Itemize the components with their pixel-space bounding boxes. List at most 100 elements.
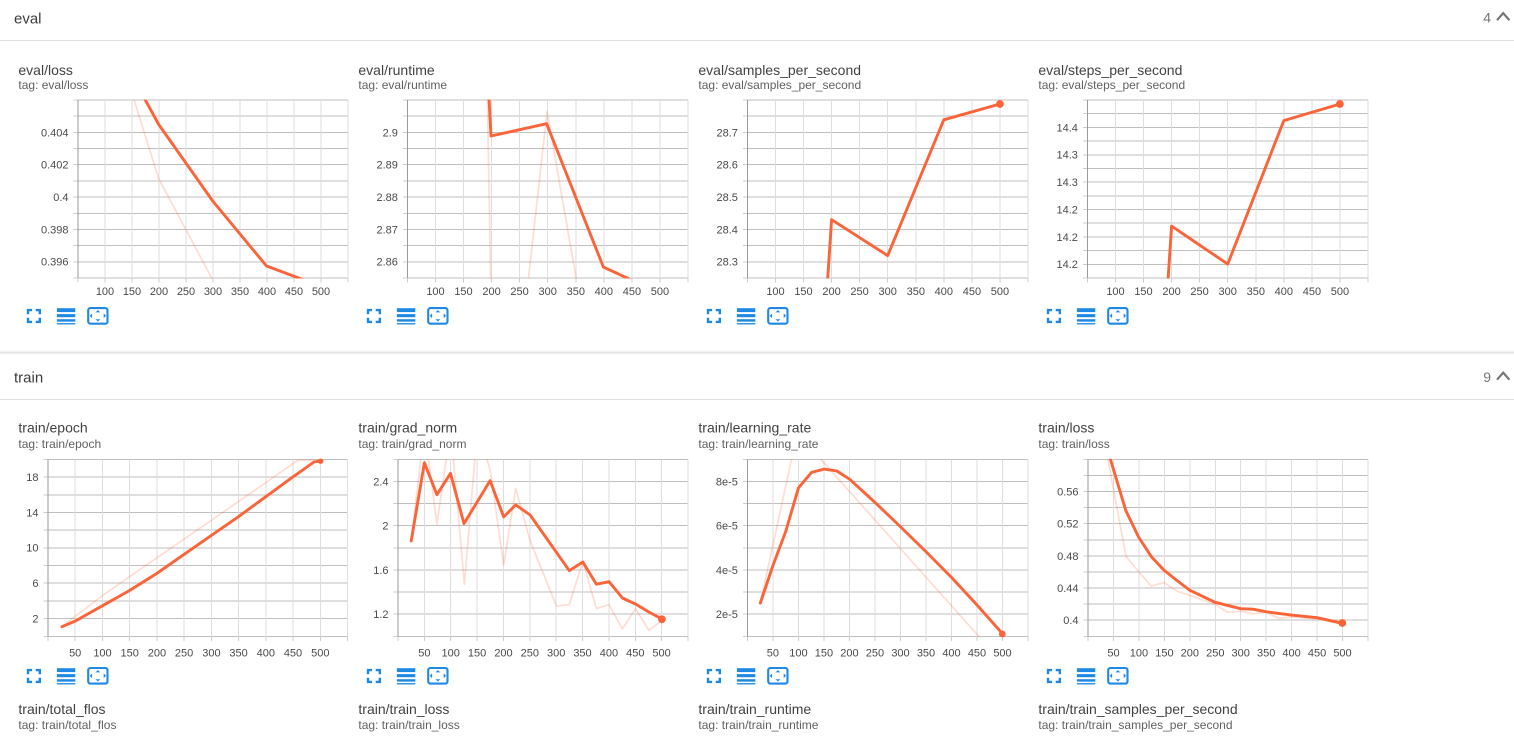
svg-text:2.87: 2.87 [376, 224, 397, 236]
svg-text:tag: eval/steps_per_second: tag: eval/steps_per_second [1038, 78, 1185, 92]
svg-text:train/learning_rate: train/learning_rate [698, 420, 811, 436]
svg-text:250: 250 [866, 647, 884, 659]
svg-text:100: 100 [442, 647, 460, 659]
svg-text:450: 450 [285, 286, 303, 298]
svg-text:28.5: 28.5 [716, 192, 737, 204]
svg-text:6: 6 [32, 578, 38, 590]
svg-text:150: 150 [454, 286, 472, 298]
svg-text:14.2: 14.2 [1056, 259, 1077, 271]
svg-text:train/train_samples_per_second: train/train_samples_per_second [1038, 701, 1237, 717]
svg-text:300: 300 [539, 286, 557, 298]
svg-text:350: 350 [231, 286, 249, 298]
svg-text:400: 400 [942, 647, 960, 659]
svg-text:tag: eval/samples_per_second: tag: eval/samples_per_second [698, 78, 861, 92]
svg-text:150: 150 [815, 647, 833, 659]
svg-text:200: 200 [1181, 647, 1199, 659]
svg-text:350: 350 [229, 647, 247, 659]
svg-text:18: 18 [26, 472, 38, 484]
svg-text:1.2: 1.2 [373, 609, 388, 621]
svg-text:400: 400 [257, 647, 275, 659]
svg-text:0.402: 0.402 [41, 160, 69, 172]
svg-text:100: 100 [1106, 286, 1124, 298]
svg-text:tag: train/learning_rate: tag: train/learning_rate [698, 437, 818, 451]
svg-text:150: 150 [121, 647, 139, 659]
svg-text:450: 450 [284, 647, 302, 659]
svg-text:350: 350 [573, 647, 591, 659]
svg-text:450: 450 [623, 286, 641, 298]
svg-text:250: 250 [510, 286, 528, 298]
svg-text:450: 450 [1308, 647, 1326, 659]
svg-text:250: 250 [1190, 286, 1208, 298]
svg-text:14.2: 14.2 [1056, 232, 1077, 244]
svg-text:2.88: 2.88 [376, 192, 397, 204]
svg-text:tag: train/train_samples_per_s: tag: train/train_samples_per_second [1038, 718, 1232, 732]
svg-text:450: 450 [626, 647, 644, 659]
svg-text:350: 350 [907, 286, 925, 298]
svg-text:200: 200 [840, 647, 858, 659]
svg-text:6e-5: 6e-5 [716, 521, 738, 533]
svg-text:500: 500 [651, 286, 669, 298]
svg-text:0.56: 0.56 [1057, 487, 1078, 499]
svg-text:500: 500 [991, 286, 1009, 298]
svg-text:250: 250 [1206, 647, 1224, 659]
svg-text:eval/steps_per_second: eval/steps_per_second [1038, 62, 1182, 78]
svg-text:train/epoch: train/epoch [18, 420, 87, 436]
svg-text:tag: train/total_flos: tag: train/total_flos [18, 718, 116, 732]
svg-text:4: 4 [1483, 10, 1491, 26]
svg-text:0.396: 0.396 [41, 257, 69, 269]
svg-text:400: 400 [935, 286, 953, 298]
svg-text:100: 100 [789, 647, 807, 659]
svg-text:tag: train/loss: tag: train/loss [1038, 437, 1109, 451]
svg-text:tag: train/train_loss: tag: train/train_loss [358, 718, 459, 732]
svg-text:300: 300 [547, 647, 565, 659]
svg-text:train/train_loss: train/train_loss [358, 701, 449, 717]
svg-text:450: 450 [1303, 286, 1321, 298]
svg-text:2.89: 2.89 [376, 160, 397, 172]
svg-text:8e-5: 8e-5 [716, 476, 738, 488]
svg-text:4e-5: 4e-5 [716, 565, 738, 577]
svg-text:350: 350 [1257, 647, 1275, 659]
svg-text:train/grad_norm: train/grad_norm [358, 420, 457, 436]
svg-text:50: 50 [1107, 647, 1119, 659]
svg-text:500: 500 [1331, 286, 1349, 298]
svg-text:28.4: 28.4 [716, 224, 737, 236]
svg-text:eval/samples_per_second: eval/samples_per_second [698, 62, 861, 78]
svg-text:2.9: 2.9 [383, 127, 398, 139]
svg-text:14.2: 14.2 [1056, 204, 1077, 216]
svg-text:150: 150 [794, 286, 812, 298]
svg-text:0.4: 0.4 [53, 192, 68, 204]
svg-text:400: 400 [595, 286, 613, 298]
svg-text:100: 100 [426, 286, 444, 298]
svg-text:300: 300 [891, 647, 909, 659]
svg-text:100: 100 [96, 286, 114, 298]
svg-text:0.398: 0.398 [41, 224, 69, 236]
svg-text:500: 500 [1333, 647, 1351, 659]
svg-text:14.4: 14.4 [1056, 122, 1077, 134]
svg-text:450: 450 [963, 286, 981, 298]
svg-text:200: 200 [1162, 286, 1180, 298]
svg-text:250: 250 [177, 286, 195, 298]
svg-text:14.3: 14.3 [1056, 177, 1077, 189]
svg-text:300: 300 [1232, 647, 1250, 659]
svg-text:10: 10 [26, 543, 38, 555]
svg-text:train/train_runtime: train/train_runtime [698, 701, 811, 717]
svg-text:50: 50 [767, 647, 779, 659]
svg-text:100: 100 [1130, 647, 1148, 659]
svg-text:300: 300 [202, 647, 220, 659]
svg-text:1.6: 1.6 [373, 565, 388, 577]
svg-text:200: 200 [822, 286, 840, 298]
svg-text:0.4: 0.4 [1063, 615, 1078, 627]
svg-text:400: 400 [1282, 647, 1300, 659]
svg-text:2.4: 2.4 [373, 476, 388, 488]
svg-text:500: 500 [311, 647, 329, 659]
svg-text:200: 200 [494, 647, 512, 659]
svg-text:200: 200 [150, 286, 168, 298]
svg-text:350: 350 [1247, 286, 1265, 298]
svg-text:0.44: 0.44 [1057, 583, 1078, 595]
svg-text:9: 9 [1483, 369, 1491, 385]
svg-text:500: 500 [652, 647, 670, 659]
svg-text:eval/runtime: eval/runtime [358, 62, 434, 78]
svg-text:250: 250 [850, 286, 868, 298]
svg-text:200: 200 [482, 286, 500, 298]
svg-text:28.3: 28.3 [716, 257, 737, 269]
